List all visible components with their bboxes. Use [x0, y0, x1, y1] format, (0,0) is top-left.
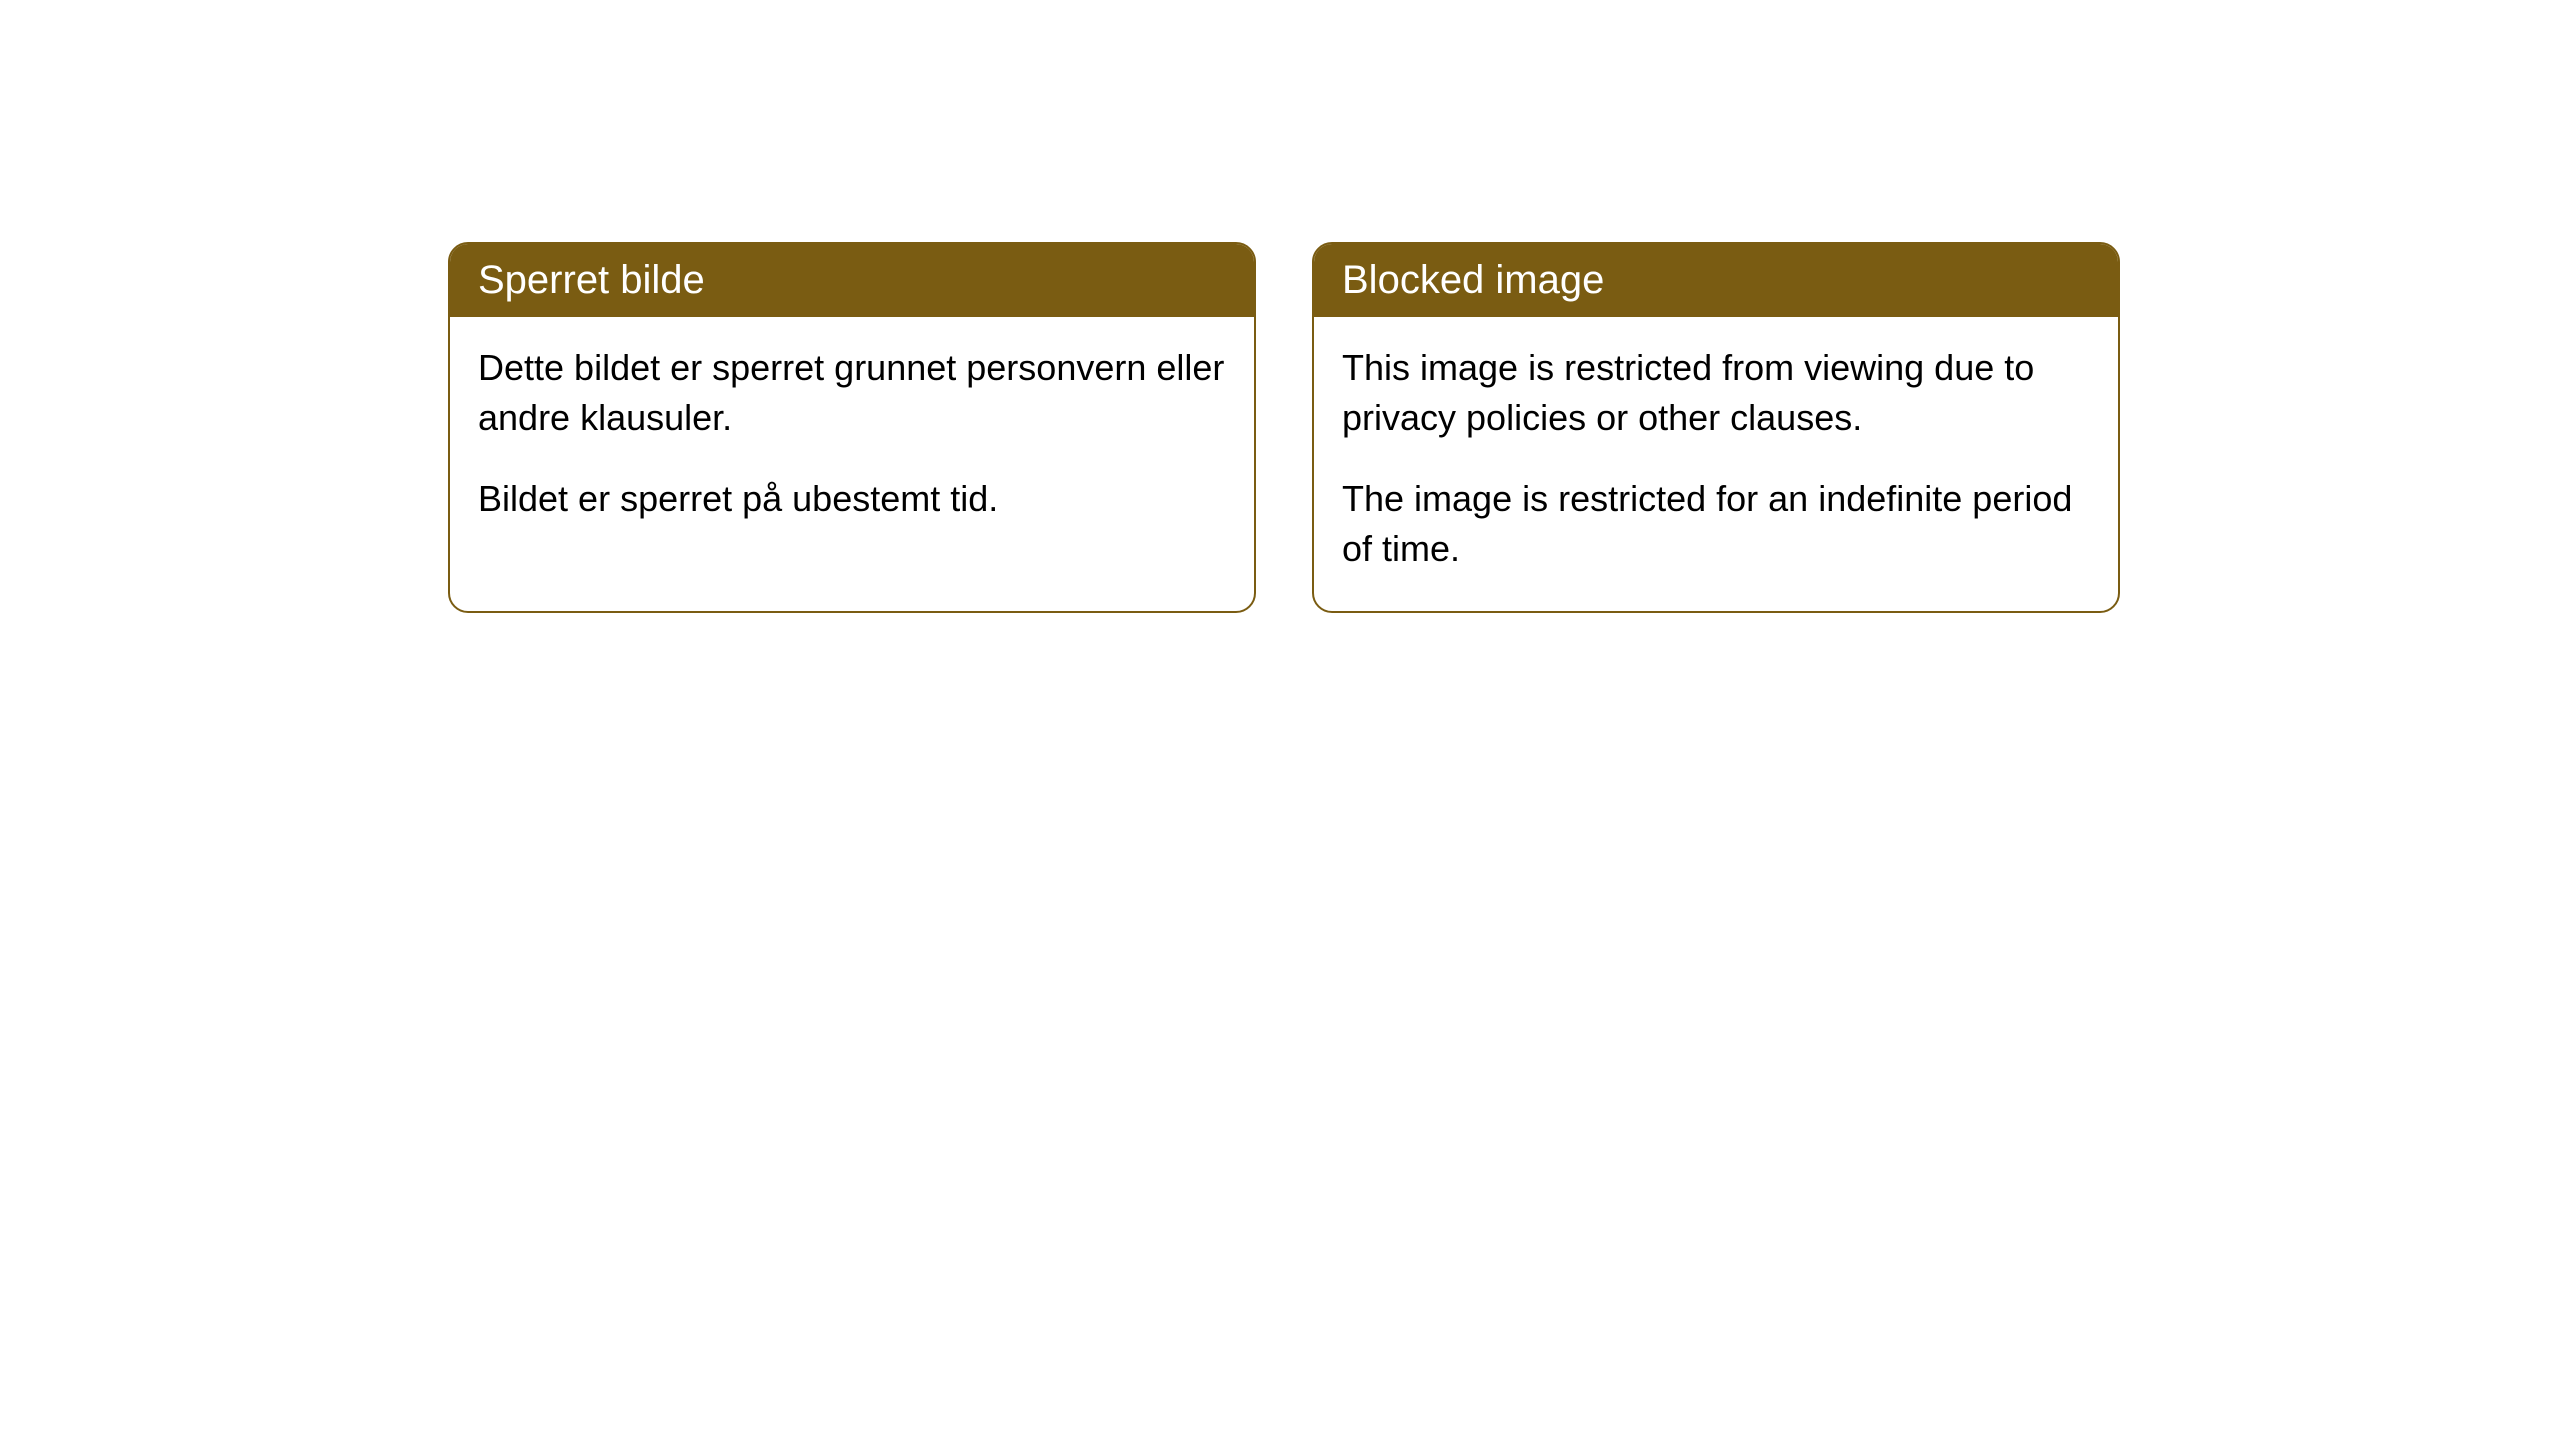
- blocked-image-card-en: Blocked image This image is restricted f…: [1312, 242, 2120, 613]
- blocked-image-card-no: Sperret bilde Dette bildet er sperret gr…: [448, 242, 1256, 613]
- cards-container: Sperret bilde Dette bildet er sperret gr…: [448, 242, 2120, 613]
- card-body-en: This image is restricted from viewing du…: [1314, 317, 2118, 611]
- card-header-no: Sperret bilde: [450, 244, 1254, 317]
- card-title-no: Sperret bilde: [478, 258, 705, 302]
- card-body-no: Dette bildet er sperret grunnet personve…: [450, 317, 1254, 560]
- card-para2-no: Bildet er sperret på ubestemt tid.: [478, 474, 1226, 524]
- card-para1-en: This image is restricted from viewing du…: [1342, 343, 2090, 444]
- card-para2-en: The image is restricted for an indefinit…: [1342, 474, 2090, 575]
- card-title-en: Blocked image: [1342, 258, 1604, 302]
- card-header-en: Blocked image: [1314, 244, 2118, 317]
- card-para1-no: Dette bildet er sperret grunnet personve…: [478, 343, 1226, 444]
